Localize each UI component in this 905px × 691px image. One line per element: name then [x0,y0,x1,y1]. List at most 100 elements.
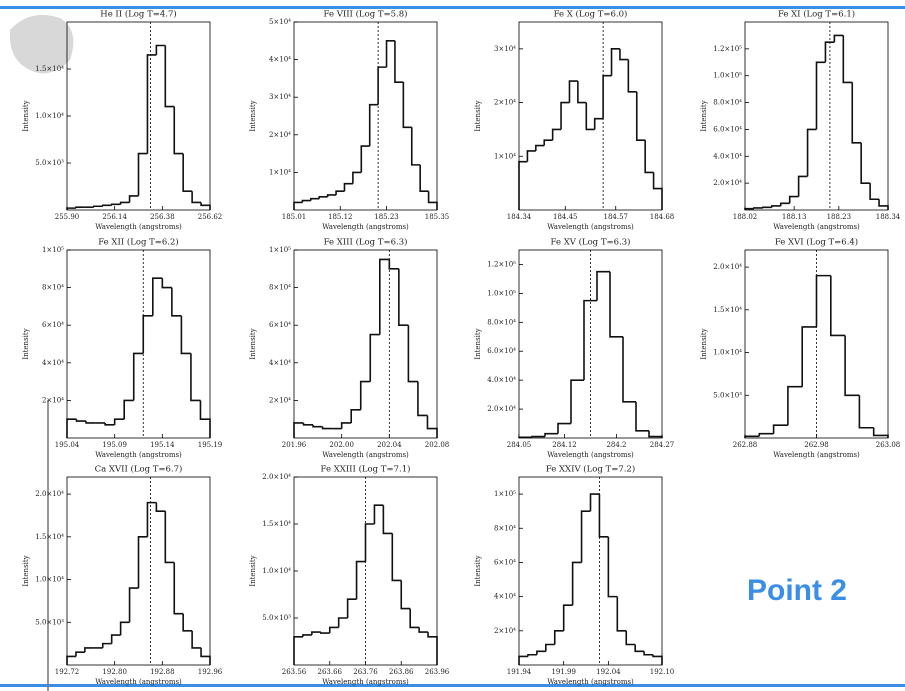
histogram-step [155,502,166,512]
x-tick-label: 192.10 [650,668,675,676]
histogram-step [350,409,361,423]
y-tick-label: 2×10⁴ [269,131,291,139]
histogram-step [320,632,330,634]
histogram-step [635,91,646,141]
histogram-step [321,426,333,430]
y-tick-label: 6×10⁴ [42,321,64,329]
histogram-step [137,152,148,196]
x-tick-label: 263.86 [389,668,414,676]
histogram-step [394,40,404,83]
y-axis-label: Intensity [700,328,708,359]
y-tick-label: 1×10⁵ [269,246,291,254]
histogram-step [318,196,328,199]
histogram-step [104,422,115,426]
y-tick-label: 4×10⁴ [269,359,291,367]
y-tick-label: 3×10⁴ [269,93,291,101]
panel-title: Fe X (Log T=6.0) [554,9,628,20]
panel: Fe XII (Log T=6.2) Intensity Wavelength (a… [22,237,222,460]
x-axis-label: Wavelength (angstroms) [322,451,409,459]
histogram-step [634,644,645,653]
histogram-step [607,536,618,598]
histogram-step [610,48,620,76]
y-tick-label: 8.0×10⁴ [487,318,516,326]
histogram-step [419,164,429,192]
x-tick-label: 188.02 [733,213,758,221]
plot-frame [66,476,211,666]
histogram-step [616,596,627,632]
y-tick-label: 4×10⁴ [494,593,516,601]
x-tick-label: 192.80 [102,668,127,676]
histogram-step [644,140,654,174]
x-tick-label: 188.34 [876,213,901,221]
histogram-step [598,494,609,538]
y-tick-label: 1×10⁴ [269,168,291,176]
histogram-step [544,432,558,437]
y-tick-label: 1×10⁵ [494,490,516,498]
histogram-step [583,299,597,381]
y-tick-label: 2.0×10⁴ [262,473,291,481]
histogram-step [830,275,846,337]
histogram-step [301,199,311,203]
histogram-step [368,103,379,147]
histogram-step [593,117,604,130]
histogram-step [545,643,555,652]
y-tick-label: 2.0×10⁴ [35,490,64,498]
plot-frame [66,249,211,439]
x-tick-label: 256.62 [198,213,223,221]
panel-title: He II (Log T=4.7) [100,9,176,20]
histogram-step [562,604,573,631]
histogram-step [622,336,636,403]
y-tick-label: 2×10⁴ [42,396,64,404]
y-tick-label: 4.0×10⁴ [713,152,742,160]
panel: Fe VIII (Log T=5.8) Intensity Wavelength (… [249,9,449,232]
x-tick-label: 202.00 [329,441,354,449]
y-axis-label: Intensity [474,555,482,586]
histogram-step [377,66,387,105]
histogram-step [570,379,584,424]
plot-frame [744,21,889,211]
x-tick-label: 191.94 [507,668,532,676]
histogram-step [146,501,157,537]
histogram-step [589,493,600,512]
x-tick-label: 201.96 [282,441,307,449]
y-tick-label: 3×10⁴ [494,45,516,53]
histogram-step [553,630,564,645]
y-tick-label: 1.0×10⁴ [262,567,291,575]
panel-title: Fe XII (Log T=6.2) [98,237,178,248]
histogram-step [797,175,808,197]
histogram-step [119,621,130,636]
y-tick-label: 5.0×10³ [35,618,64,626]
histogram-step [400,580,411,610]
histogram-step [531,435,545,438]
x-axis-label: Wavelength (angstroms) [322,678,409,686]
y-tick-label: 1.2×10⁵ [713,45,742,53]
histogram-step [577,81,587,104]
histogram-step [360,145,370,173]
x-tick-label: 195.14 [150,441,175,449]
histogram-step [602,74,612,119]
x-tick-label: 262.98 [804,441,829,449]
panel-title: Fe VIII (Log T=5.8) [324,9,408,20]
plot-frame [518,21,663,211]
x-tick-label: 262.88 [733,441,758,449]
y-tick-label: 1.0×10⁵ [487,289,516,297]
y-tick-label: 6×10⁴ [494,558,516,566]
x-tick-label: 192.88 [150,668,175,676]
y-axis-label: Intensity [474,328,482,359]
x-axis-label: Wavelength (angstroms) [547,223,634,231]
histogram-step [119,201,130,205]
x-tick-label: 202.04 [377,441,402,449]
histogram-step [75,651,85,657]
histogram-step [101,642,112,648]
histogram-step [526,150,536,162]
top-rule [0,6,905,9]
histogram-step [161,278,172,289]
histogram-step [869,183,880,201]
x-tick-label: 188.23 [827,213,852,221]
x-tick-label: 191.99 [551,668,576,676]
histogram-step [113,418,125,425]
histogram-step [110,203,121,206]
histogram-step [801,326,817,387]
y-axis-label: Intensity [22,555,30,586]
